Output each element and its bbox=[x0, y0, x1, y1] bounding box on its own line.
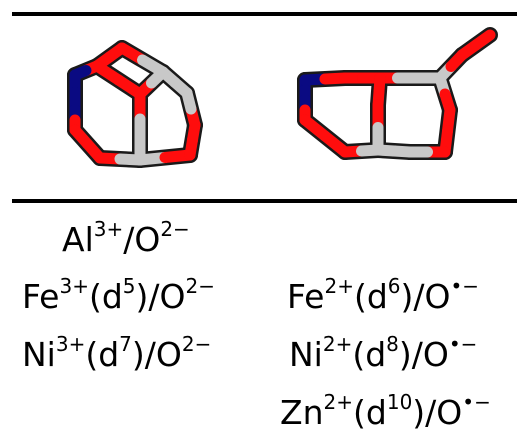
config-open: (d bbox=[353, 393, 387, 432]
ion-charge: 2+ bbox=[322, 332, 353, 356]
ligand-separator: /O bbox=[411, 335, 449, 374]
top-divider bbox=[12, 12, 517, 16]
formula-ni3: Ni3+(d7)/O2− bbox=[22, 332, 212, 375]
ligand-charge: 2− bbox=[185, 274, 215, 298]
ligand-separator: /O bbox=[413, 277, 451, 316]
ligand-separator: /O bbox=[123, 220, 161, 259]
ion-charge: 2+ bbox=[324, 274, 354, 298]
config-exponent: 6 bbox=[387, 274, 401, 298]
config-exponent: 8 bbox=[386, 332, 399, 356]
config-exponent: 10 bbox=[386, 390, 413, 414]
config-open: (d bbox=[353, 277, 388, 316]
ion-charge: 3+ bbox=[55, 332, 86, 356]
ligand-charge: •− bbox=[450, 274, 480, 298]
ion-symbol: Ni bbox=[22, 335, 56, 374]
ion-charge: 2+ bbox=[323, 390, 354, 414]
bond-half bbox=[470, 29, 496, 51]
ligand-charge: 2− bbox=[181, 332, 212, 356]
ion-symbol: Zn bbox=[280, 393, 324, 432]
ligand-separator: /O bbox=[144, 335, 182, 374]
config-open: (d bbox=[85, 335, 120, 374]
ligand-charge: •− bbox=[462, 390, 491, 414]
ion-symbol: Al bbox=[62, 220, 94, 259]
middle-divider bbox=[12, 199, 517, 203]
ion-charge: 3+ bbox=[93, 217, 124, 241]
config-close: ) bbox=[400, 277, 414, 316]
bond-half bbox=[146, 66, 169, 89]
config-close: ) bbox=[135, 277, 149, 316]
config-close: ) bbox=[398, 335, 412, 374]
left-cage-structure bbox=[67, 40, 203, 168]
ligand-charge: •− bbox=[448, 332, 478, 356]
formula-ni2: Ni2+(d8)/O•− bbox=[289, 332, 478, 375]
ligand-charge: 2− bbox=[160, 217, 190, 241]
config-open: (d bbox=[88, 277, 123, 316]
formula-zn2: Zn2+(d10)/O•− bbox=[280, 390, 491, 433]
ion-symbol: Fe bbox=[287, 277, 325, 316]
config-exponent: 7 bbox=[119, 332, 132, 356]
formula-fe3: Fe3+(d5)/O2− bbox=[22, 274, 215, 317]
ligand-separator: /O bbox=[425, 393, 463, 432]
formula-fe2: Fe2+(d6)/O•− bbox=[287, 274, 480, 317]
ion-symbol: Fe bbox=[22, 277, 60, 316]
config-close: ) bbox=[412, 393, 426, 432]
structures-panel bbox=[67, 27, 498, 168]
config-close: ) bbox=[131, 335, 145, 374]
config-open: (d bbox=[352, 335, 387, 374]
ligand-separator: /O bbox=[148, 277, 186, 316]
bond-half bbox=[181, 87, 197, 115]
ion-symbol: Ni bbox=[289, 335, 323, 374]
config-exponent: 5 bbox=[122, 274, 136, 298]
formula-al: Al3+/O2− bbox=[62, 217, 190, 260]
right-bicyclic-structure bbox=[297, 27, 498, 160]
ion-charge: 3+ bbox=[59, 274, 89, 298]
